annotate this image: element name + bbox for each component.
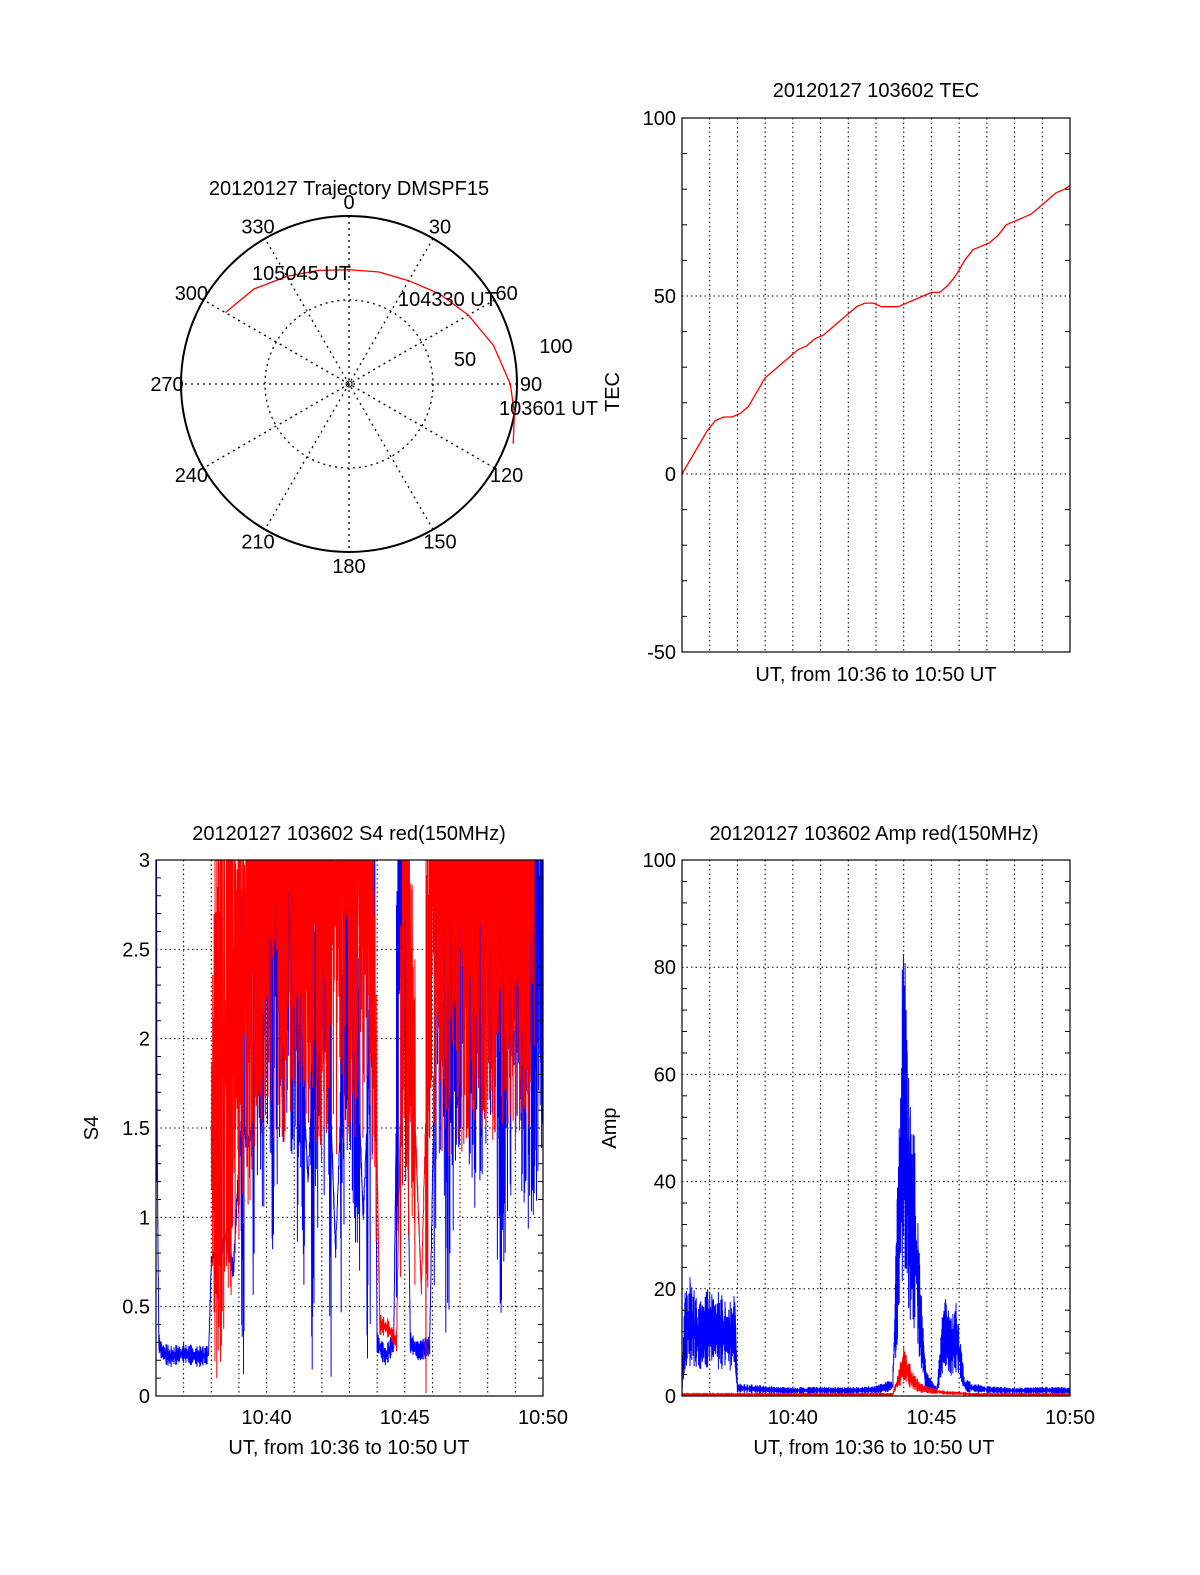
amp-axes-frame [681, 859, 1071, 1397]
trajectory-annotation: 103601 UT [499, 398, 598, 420]
amp-grid [682, 860, 1070, 1396]
y-tick-label: 0.5 [122, 1297, 150, 1319]
polar-angle-label: 180 [332, 556, 365, 578]
s4-line-chart: 20120127 103602 S4 red(150MHz) 0 0.5 1 1.5 2… [81, 823, 568, 1459]
series-line [681, 185, 1071, 475]
y-tick-label: 2 [139, 1029, 150, 1051]
s4-x-axis-label: UT, from 10:36 to 10:50 UT [228, 1437, 469, 1459]
amp-x-tick-labels: 10:40 10:45 10:50 [768, 1407, 1095, 1429]
polar-center [345, 380, 353, 388]
x-tick-label: 10:45 [906, 1407, 956, 1429]
polar-angle-label: 270 [150, 374, 183, 396]
y-tick-label: 40 [654, 1172, 676, 1194]
polar-angle-label: 120 [490, 465, 523, 487]
trajectory-track-line [224, 269, 516, 444]
trajectory-polar-chart: 20120127 Trajectory DMSPF15 0 30 60 90 120 15… [150, 178, 624, 578]
amp-line-chart: 20120127 103602 Amp red(150MHz) 0 20 40 60 8… [599, 823, 1095, 1459]
tec-grid [682, 117, 1071, 653]
trajectory-annotations: 105045 UT 104330 UT 103601 UT [252, 263, 598, 420]
polar-radial-label: 100 [539, 336, 572, 358]
y-tick-label: 0 [665, 1386, 676, 1408]
trajectory-series [224, 269, 516, 444]
polar-angle-label: 150 [423, 532, 456, 554]
y-tick-label: 0 [665, 464, 676, 486]
s4-x-tick-labels: 10:40 10:45 10:50 [242, 1407, 568, 1429]
y-tick-label: 100 [643, 850, 676, 872]
polar-angle-label: 330 [241, 216, 274, 238]
polar-spoke [264, 238, 434, 530]
polar-angle-label: 90 [520, 374, 542, 396]
y-tick-label: 60 [654, 1064, 676, 1086]
s4-series [155, 858, 543, 1394]
amp-x-axis-label: UT, from 10:36 to 10:50 UT [753, 1437, 994, 1459]
polar-radial-label: 50 [454, 349, 476, 371]
polar-angle-label: 0 [343, 192, 354, 214]
y-tick-label: 20 [654, 1279, 676, 1301]
axes-border [681, 117, 1071, 653]
s4-y-tick-labels: 0 0.5 1 1.5 2 2.5 3 [122, 850, 150, 1408]
y-tick-label: 0 [139, 1386, 150, 1408]
trajectory-annotation: 104330 UT [398, 289, 497, 311]
axes-border [155, 859, 544, 1397]
amp-y-tick-labels: 0 20 40 60 80 100 [643, 850, 676, 1408]
tec-axes-frame [681, 117, 1071, 653]
series-line [210, 858, 535, 1394]
tec-title: 20120127 103602 TEC [773, 80, 979, 102]
x-tick-label: 10:40 [242, 1407, 292, 1429]
polar-radial-labels: 50 100 [454, 336, 573, 371]
x-tick-label: 10:45 [380, 1407, 430, 1429]
s4-title: 20120127 103602 S4 red(150MHz) [192, 823, 506, 845]
x-tick-label: 10:40 [768, 1407, 818, 1429]
polar-angle-label: 300 [175, 283, 208, 305]
trajectory-side-label: TEC [602, 372, 624, 412]
polar-angle-label: 60 [495, 283, 517, 305]
trajectory-title: 20120127 Trajectory DMSPF15 [209, 178, 489, 200]
polar-angle-labels: 0 30 60 90 120 150 180 210 240 270 300 330 [150, 192, 542, 578]
y-tick-label: 1 [139, 1207, 150, 1229]
s4-axes-frame [155, 859, 544, 1397]
y-tick-label: 80 [654, 957, 676, 979]
y-tick-label: -50 [647, 642, 676, 664]
polar-angle-label: 30 [429, 216, 451, 238]
s4-y-axis-label: S4 [81, 1116, 103, 1140]
y-tick-label: 1.5 [122, 1118, 150, 1140]
polar-grid [180, 215, 518, 553]
y-tick-label: 3 [139, 850, 150, 872]
axes-border [681, 859, 1071, 1397]
x-tick-label: 10:50 [1045, 1407, 1095, 1429]
y-tick-label: 2.5 [122, 939, 150, 961]
amp-title: 20120127 103602 Amp red(150MHz) [709, 823, 1038, 845]
tec-y-tick-labels: -50 0 50 100 [643, 108, 676, 664]
polar-angle-label: 210 [241, 532, 274, 554]
x-tick-label: 10:50 [518, 1407, 568, 1429]
tec-x-axis-label: UT, from 10:36 to 10:50 UT [755, 664, 996, 686]
series-line [681, 954, 1071, 1394]
polar-angle-label: 240 [175, 465, 208, 487]
tec-series [681, 185, 1071, 475]
tec-line-chart: 20120127 103602 TEC -50 0 50 100 UT, from 1… [643, 80, 1071, 686]
amp-y-axis-label: Amp [599, 1107, 621, 1148]
y-tick-label: 50 [654, 286, 676, 308]
y-tick-label: 100 [643, 108, 676, 130]
trajectory-annotation: 105045 UT [252, 263, 351, 285]
